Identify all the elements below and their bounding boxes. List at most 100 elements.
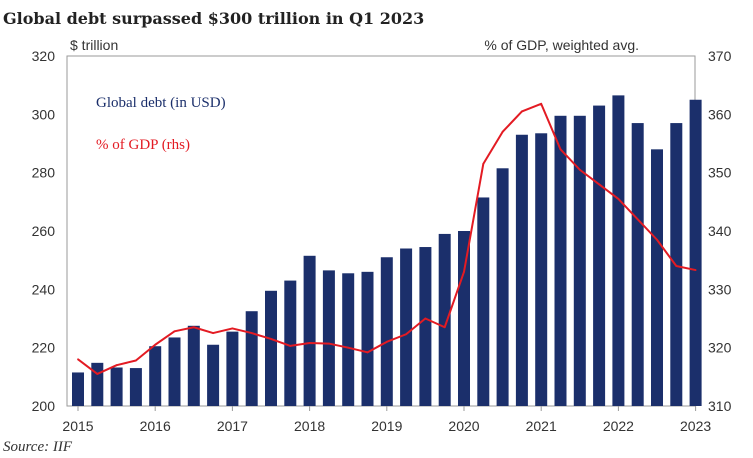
bar <box>342 273 355 406</box>
right-axis: 310 320 330 340 350 360 370 <box>708 48 732 414</box>
bar <box>458 231 470 406</box>
line-point <box>424 317 427 320</box>
line-point <box>656 238 658 241</box>
x-tick-label: 2016 <box>140 418 171 434</box>
bar <box>168 337 181 406</box>
bar <box>187 325 200 406</box>
bar <box>593 105 606 406</box>
line-point <box>482 163 485 165</box>
bar <box>110 367 123 406</box>
bar <box>245 311 258 406</box>
x-tick-label: 2020 <box>448 418 479 434</box>
left-tick-label: 300 <box>32 106 56 122</box>
bar <box>322 270 335 407</box>
bar <box>207 344 220 406</box>
right-tick-label: 330 <box>708 281 732 297</box>
x-tick-label: 2023 <box>680 418 711 434</box>
bar <box>265 290 277 406</box>
bar <box>438 233 451 406</box>
x-tick-label: 2021 <box>526 418 557 434</box>
bar <box>419 247 432 406</box>
line-point <box>96 373 99 375</box>
line-point <box>308 342 311 344</box>
bar <box>361 271 374 406</box>
bar <box>72 372 84 406</box>
line-point <box>443 326 446 329</box>
line-point <box>501 130 504 133</box>
line-point <box>675 265 678 267</box>
bar <box>573 115 586 406</box>
line-point <box>135 359 137 362</box>
line-point <box>270 338 272 340</box>
bar <box>303 255 316 406</box>
bar <box>612 95 625 407</box>
bar <box>380 257 393 406</box>
right-tick-label: 340 <box>708 223 732 239</box>
line-point <box>250 332 253 334</box>
x-axis: 2015 2016 2017 2018 2019 2020 2021 2022 2023 <box>62 406 711 434</box>
bar <box>226 331 239 407</box>
line-point <box>77 358 79 361</box>
line-point <box>192 326 195 329</box>
left-tick-label: 280 <box>32 165 56 181</box>
bar <box>477 197 490 406</box>
x-tick-label: 2019 <box>371 418 402 434</box>
bar <box>91 362 104 406</box>
line-point <box>617 198 620 200</box>
line-point <box>366 351 369 354</box>
bar <box>689 99 702 406</box>
line-series <box>77 102 697 375</box>
right-axis-unit: % of GDP, weighted avg. <box>484 37 639 53</box>
right-tick-label: 310 <box>708 398 732 414</box>
line-point <box>636 218 639 221</box>
line-point <box>540 102 543 105</box>
line-point <box>154 343 157 346</box>
bar <box>651 149 663 406</box>
x-tick-label: 2017 <box>217 418 248 434</box>
right-tick-label: 320 <box>708 340 732 356</box>
left-tick-label: 260 <box>32 223 56 239</box>
left-tick-label: 320 <box>32 48 56 64</box>
left-tick-label: 220 <box>32 340 56 356</box>
bar <box>515 134 528 406</box>
line-point <box>347 346 350 349</box>
left-tick-label: 200 <box>32 398 56 414</box>
x-tick-label: 2015 <box>62 418 93 434</box>
left-axis: 200 220 240 260 280 300 320 <box>32 48 56 414</box>
left-tick-label: 240 <box>32 281 56 297</box>
line-point <box>212 332 215 334</box>
bar <box>400 248 413 406</box>
bar <box>496 168 509 406</box>
line-point <box>521 110 523 113</box>
line-point <box>385 340 388 343</box>
legend-line-label: % of GDP (rhs) <box>96 137 190 153</box>
right-tick-label: 360 <box>708 106 732 122</box>
x-tick-label: 2022 <box>603 418 634 434</box>
bar <box>284 280 297 406</box>
line-point <box>328 342 330 345</box>
right-tick-label: 350 <box>708 165 732 181</box>
bar <box>554 115 567 406</box>
source-note: Source: IIF <box>3 439 73 455</box>
bar <box>631 123 644 406</box>
right-tick-label: 370 <box>708 48 732 64</box>
line-point <box>578 168 581 171</box>
line-point <box>463 270 465 273</box>
line-point <box>405 333 407 336</box>
bar <box>149 346 162 406</box>
line-point <box>598 183 600 186</box>
line-point <box>231 327 234 330</box>
left-axis-unit: $ trillion <box>70 37 118 53</box>
line-point <box>559 148 562 151</box>
legend-bar-label: Global debt (in USD) <box>96 95 226 111</box>
bar-series <box>72 95 702 407</box>
line-point <box>173 330 176 333</box>
bar <box>535 133 548 407</box>
line-point <box>289 345 292 347</box>
line-point <box>115 364 118 367</box>
bar <box>129 368 142 406</box>
chart-title: Global debt surpassed $300 trillion in Q… <box>3 9 424 28</box>
x-tick-label: 2018 <box>294 418 325 434</box>
line-point <box>694 269 697 271</box>
